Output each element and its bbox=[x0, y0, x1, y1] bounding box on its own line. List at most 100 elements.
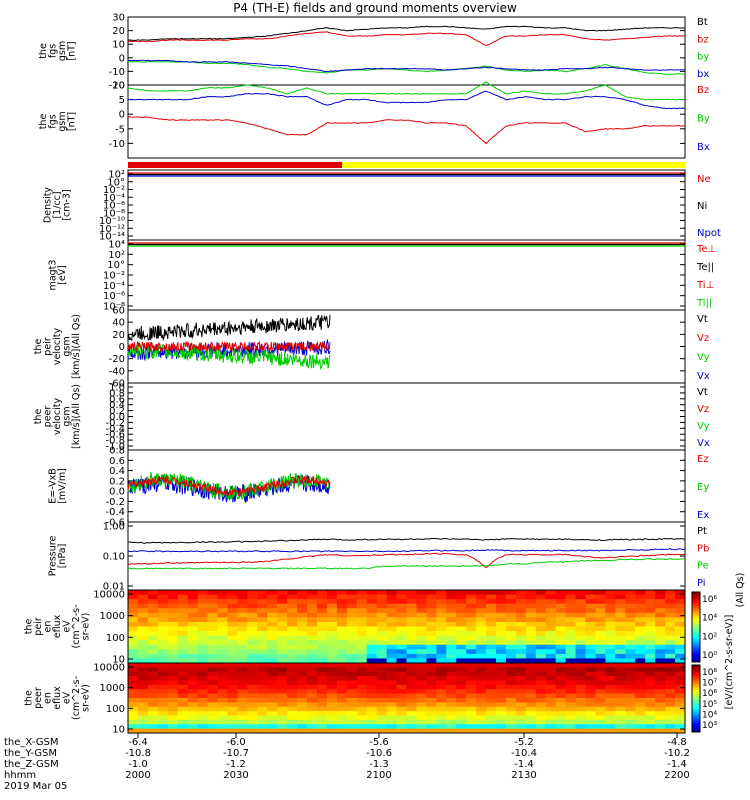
colorbar-tick: 10⁶ bbox=[702, 595, 717, 605]
xaxis-row-label: hhmm bbox=[4, 770, 36, 781]
ylabel-line: [eV] bbox=[57, 265, 68, 285]
spectrogram-peir-eflux bbox=[128, 590, 686, 664]
panel-frame-peer-velocity bbox=[127, 382, 686, 451]
ylabel-line: eV bbox=[62, 691, 73, 704]
ylabel-line: gsm bbox=[57, 41, 68, 61]
xtick-label: -5.6 bbox=[369, 737, 389, 748]
series-black bbox=[127, 314, 331, 342]
ytick-label: 10000 bbox=[93, 590, 125, 601]
xtick-label: -1.4 bbox=[514, 759, 534, 770]
legend-Vy: Vy bbox=[697, 352, 710, 363]
ylabel-line: [nPa] bbox=[57, 544, 68, 569]
ytick-label: 10° bbox=[107, 260, 125, 271]
ylabel-line: [1/cc] bbox=[52, 191, 63, 218]
xtick-label: -5.2 bbox=[514, 737, 534, 748]
ytick-label: 10 bbox=[112, 725, 125, 736]
ytick-label: -20 bbox=[109, 354, 125, 365]
legend-Pt: Pt bbox=[697, 526, 707, 537]
mode-bar-slow bbox=[128, 162, 342, 168]
xtick-label: -4.8 bbox=[667, 737, 687, 748]
ytick-label: 5 bbox=[119, 95, 125, 106]
panel-frame-density bbox=[127, 169, 686, 241]
ytick-label: 0.0 bbox=[109, 412, 125, 423]
legend-Pe: Pe bbox=[697, 561, 709, 572]
colorbar-tick: 10⁰ bbox=[702, 651, 717, 661]
ytick-label: 10 bbox=[112, 40, 125, 51]
ylabel-line: the bbox=[24, 619, 35, 635]
xtick-label: -1.0 bbox=[128, 759, 148, 770]
colorbar-tick: 10² bbox=[702, 632, 717, 642]
legend-Ez: Ez bbox=[697, 454, 709, 465]
xtick-label: 2000 bbox=[125, 770, 150, 781]
ytick-label: 0.2 bbox=[109, 406, 125, 417]
ylabel-line: eV bbox=[62, 620, 73, 633]
ylabel-line: the bbox=[38, 114, 49, 130]
ytick-label: 20 bbox=[112, 330, 125, 341]
colorbar bbox=[691, 664, 701, 733]
legend-Bx: Bx bbox=[697, 142, 710, 153]
panel-frame-fgs-gsm-2 bbox=[127, 84, 686, 159]
ytick-label: 10⁻⁸ bbox=[103, 208, 125, 219]
xtick-label: -1.3 bbox=[369, 759, 389, 770]
ylabel-line: (cm^2-s- bbox=[71, 676, 82, 720]
colorbar-tick: 10⁴ bbox=[702, 614, 717, 624]
ylabel-line: fgs bbox=[47, 114, 58, 128]
xaxis-row-label: the_Y-GSM bbox=[4, 748, 57, 759]
ytick-label: 0.4 bbox=[109, 400, 125, 411]
ytick-label: 30 bbox=[112, 13, 125, 24]
legend-Ni: Ni bbox=[697, 201, 707, 212]
legend-Vz: Vz bbox=[697, 404, 709, 415]
legend-bz: bz bbox=[697, 34, 709, 45]
series-red bbox=[127, 474, 331, 498]
ylabel-line: E=-VxB bbox=[47, 468, 58, 503]
ytick-label: -0.4 bbox=[105, 424, 125, 435]
series-green bbox=[127, 471, 331, 501]
colorbar-tick: 10⁶ bbox=[702, 689, 717, 699]
ylabel-line: [nT] bbox=[66, 41, 77, 60]
ytick-label: -0.2 bbox=[105, 497, 125, 508]
ylabel-line: [nT] bbox=[66, 112, 77, 131]
ytick-label: -0.2 bbox=[105, 418, 125, 429]
xtick-label: 2030 bbox=[223, 770, 248, 781]
ylabel-line: eflux bbox=[52, 614, 63, 638]
series-by bbox=[128, 61, 686, 75]
ytick-label: 0.8 bbox=[109, 446, 125, 457]
ylabel-line: gsm bbox=[57, 111, 68, 131]
panel-frame-temperature bbox=[127, 239, 686, 311]
legend-By: By bbox=[697, 114, 710, 125]
panel-frame-pressure bbox=[127, 521, 686, 591]
ytick-label: 100 bbox=[106, 704, 125, 715]
xtick-label: 2100 bbox=[366, 770, 391, 781]
ylabel-line: velocity bbox=[52, 398, 63, 436]
legend-Vt: Vt bbox=[697, 387, 708, 398]
colorbar-tick: 10⁸ bbox=[702, 668, 717, 678]
legend-Vz: Vz bbox=[697, 333, 709, 344]
ytick-label: 0.6 bbox=[109, 456, 125, 467]
xtick-label: -10.2 bbox=[664, 748, 690, 759]
ytick-label: 10° bbox=[107, 177, 125, 188]
xtick-label: -10.4 bbox=[511, 748, 537, 759]
ytick-label: 10⁻⁸ bbox=[103, 302, 125, 313]
ytick-label: 10⁻⁴ bbox=[103, 193, 125, 204]
ytick-label: 20 bbox=[112, 26, 125, 37]
ytick-label: 10⁴ bbox=[108, 240, 125, 251]
xaxis-row-label: the_X-GSM bbox=[4, 737, 58, 748]
legend-Te||: Te|| bbox=[696, 262, 714, 273]
legend-Ne: Ne bbox=[697, 174, 711, 185]
spectrogram-peer-eflux bbox=[128, 663, 686, 734]
ytick-label: -10 bbox=[109, 139, 125, 150]
ylabel-line: [km/s](All Qs) bbox=[71, 314, 82, 379]
ytick-label: 10⁻⁶ bbox=[103, 291, 125, 302]
ylabel-line: peer bbox=[33, 687, 44, 709]
colorbar-label: [eV/(cm^2-s-sr-eV)] bbox=[724, 615, 735, 710]
ylabel-line: gsm bbox=[62, 336, 73, 356]
ytick-label: 10⁻¹² bbox=[99, 224, 125, 235]
ylabel-line: sr-eV) bbox=[81, 684, 92, 712]
legend-Ey: Ey bbox=[697, 482, 709, 493]
legend-Te⊥: Te⊥ bbox=[696, 244, 716, 255]
ytick-label: -60 bbox=[109, 379, 125, 390]
ytick-label: 0.8 bbox=[109, 388, 125, 399]
series-Bt bbox=[127, 25, 686, 41]
xaxis-row-label: the_Z-GSM bbox=[4, 759, 59, 770]
colorbar-tick: 10³ bbox=[702, 721, 717, 731]
